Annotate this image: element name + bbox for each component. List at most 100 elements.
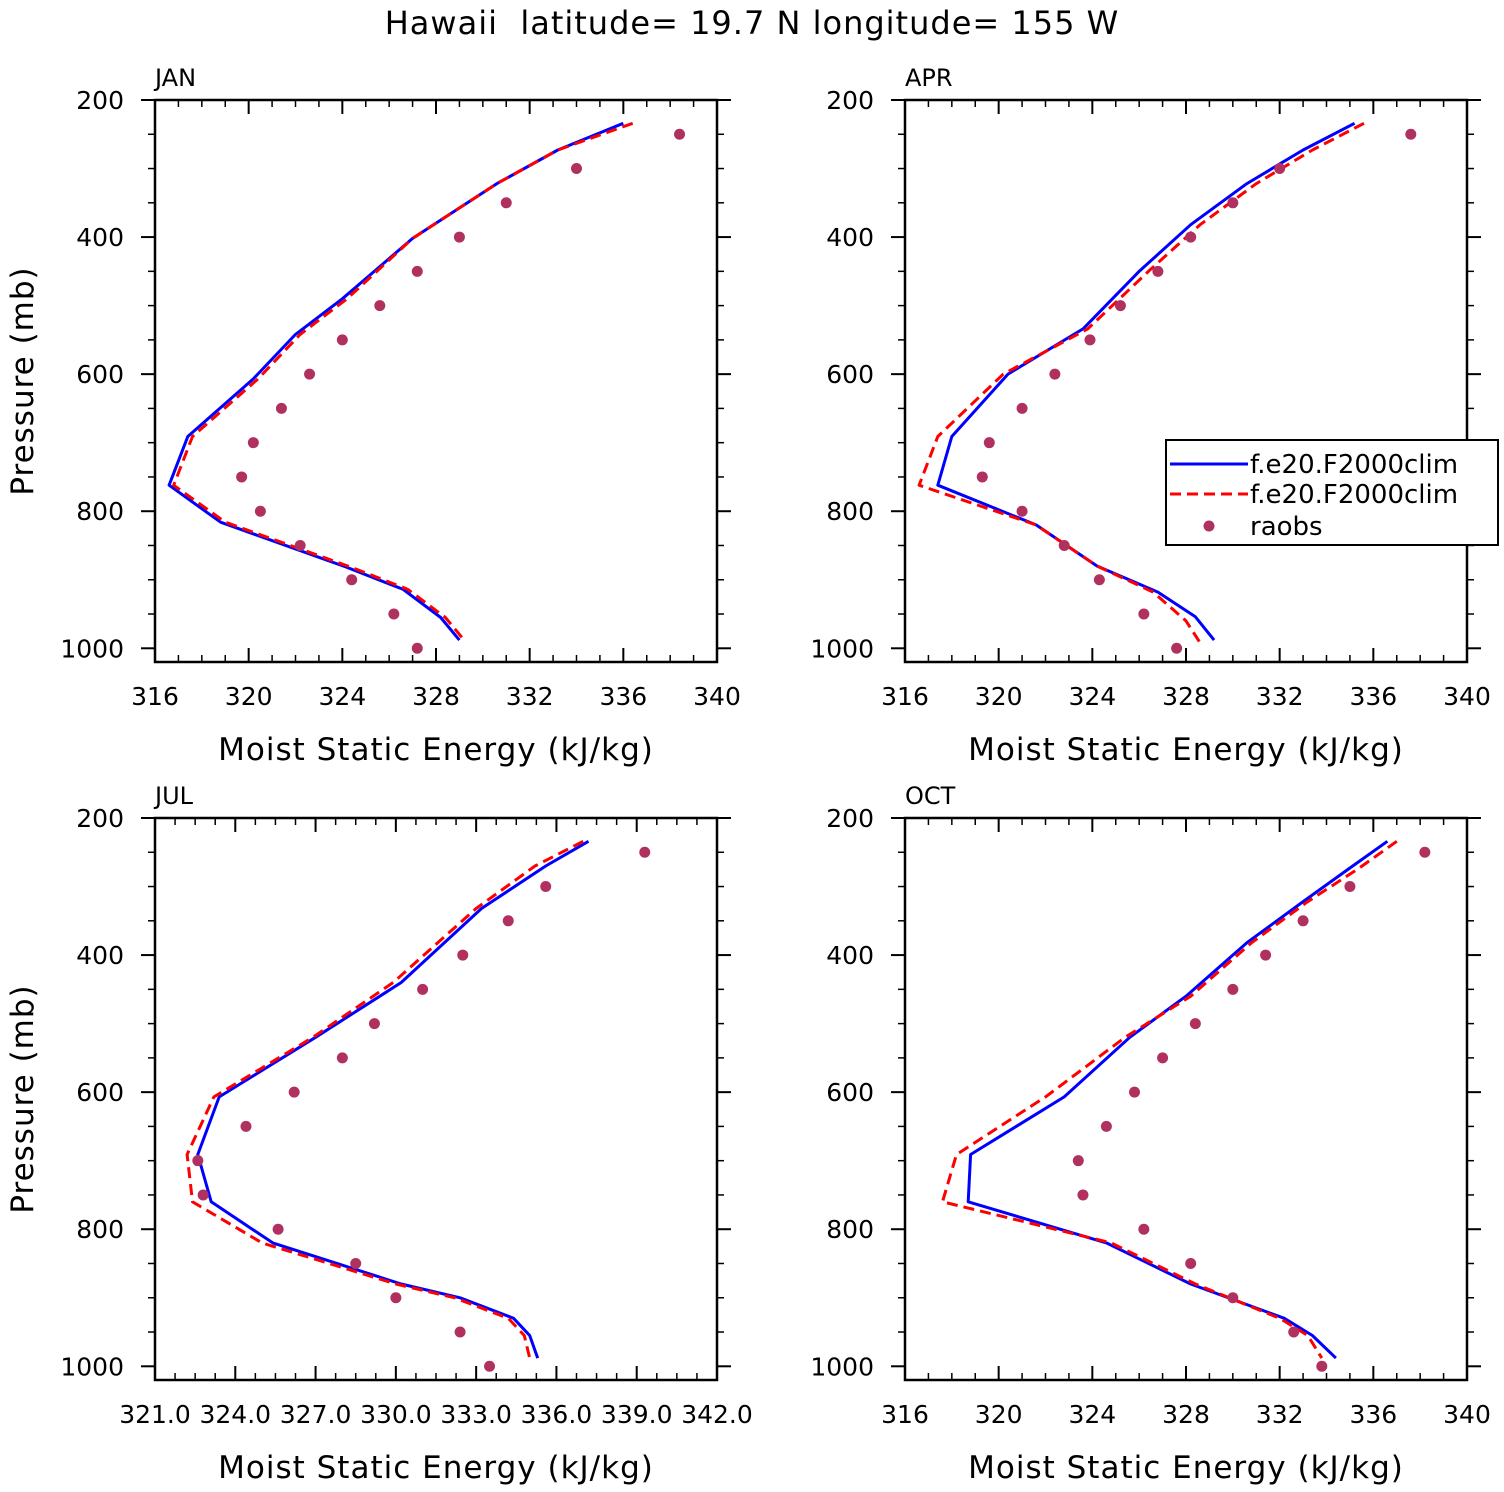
raobs-point: [411, 265, 423, 277]
raobs-point: [336, 1052, 348, 1064]
panel-title: JAN: [153, 64, 196, 92]
plot-frame: [903, 98, 1469, 664]
raobs-point: [1016, 402, 1028, 414]
raobs-point: [272, 1223, 284, 1235]
raobs-point: [983, 437, 995, 449]
raobs-point: [639, 846, 651, 858]
raobs-point: [294, 539, 306, 551]
raobs-point: [1128, 1086, 1140, 1098]
x-tick-label: 336: [1349, 1400, 1397, 1429]
panel-oct: OCT 316 320 324 328 332 336 340 200 400 600 800 1000…: [810, 782, 1490, 1486]
raobs-point: [1058, 539, 1070, 551]
x-tick-label: 324: [1068, 682, 1116, 711]
x-tick-label: 332: [1256, 1400, 1304, 1429]
raobs-point: [1114, 300, 1126, 312]
x-tick-label: 328: [412, 682, 460, 711]
y-tick-label: 1000: [810, 634, 874, 663]
y-axis-label: Pressure (mb): [5, 266, 41, 495]
x-tick-label: 321.0: [119, 1400, 191, 1429]
y-tick-label: 400: [76, 223, 124, 252]
series-group: [941, 840, 1431, 1372]
x-axis-label: Moist Static Energy (kJ/kg): [968, 732, 1404, 768]
y-tick-label: 200: [76, 86, 124, 115]
raobs-point: [976, 471, 988, 483]
series-line-solid: [936, 121, 1356, 642]
y-tick-label: 600: [826, 360, 874, 389]
series-line-solid: [196, 840, 590, 1359]
panel-title: OCT: [905, 782, 956, 810]
y-tick-label: 600: [76, 360, 124, 389]
panel-title: JUL: [153, 782, 194, 810]
x-tick-label: 330.0: [360, 1400, 432, 1429]
x-tick-label: 316: [131, 682, 179, 711]
series-line-solid: [966, 840, 1389, 1360]
y-tick-label: 800: [826, 497, 874, 526]
y-axis-label: Pressure (mb): [5, 984, 41, 1213]
y-tick-label: 200: [826, 86, 874, 115]
x-tick-label: 340: [1443, 682, 1491, 711]
y-tick-label: 400: [76, 941, 124, 970]
raobs-point: [1274, 163, 1286, 175]
x-tick-label: 336: [599, 682, 647, 711]
y-tick-label: 1000: [810, 1352, 874, 1381]
raobs-point: [1093, 574, 1105, 586]
y-tick-label: 400: [826, 941, 874, 970]
x-tick-label: 327.0: [280, 1400, 352, 1429]
x-tick-label: 336: [1349, 682, 1397, 711]
series-line-dashed: [172, 121, 634, 642]
x-tick-label: 332: [506, 682, 554, 711]
legend-label: raobs: [1250, 512, 1323, 542]
raobs-point: [1100, 1120, 1112, 1132]
x-tick-label: 324.0: [199, 1400, 271, 1429]
x-tick-label: 339.0: [601, 1400, 673, 1429]
raobs-point: [1157, 1052, 1169, 1064]
raobs-point: [1185, 1257, 1197, 1269]
y-tick-label: 400: [826, 223, 874, 252]
series-group: [917, 121, 1417, 654]
panel-jul: JUL 321.0 324.0 327.0 330.0 333.0 336.0 339.0 34…: [5, 782, 753, 1486]
raobs-point: [502, 915, 514, 927]
raobs-point: [1405, 128, 1417, 140]
series-line-dashed: [941, 840, 1398, 1359]
x-tick-label: 324: [318, 682, 366, 711]
panels: JAN 316 320 324 328 332 336 340 200 400 600 800 1000…: [5, 64, 1491, 1486]
raobs-point: [453, 231, 465, 243]
series-group: [185, 839, 651, 1372]
x-tick-label: 340: [693, 682, 741, 711]
raobs-point: [484, 1360, 496, 1372]
x-tick-label: 336.0: [521, 1400, 593, 1429]
raobs-point: [1138, 608, 1150, 620]
x-tick-label: 320: [225, 682, 273, 711]
raobs-point: [411, 642, 423, 654]
y-tick-label: 1000: [60, 1352, 124, 1381]
x-tick-label: 320: [975, 682, 1023, 711]
series-line-dashed: [917, 121, 1365, 644]
panel-title: APR: [905, 64, 953, 92]
raobs-point: [1049, 368, 1061, 380]
series-line-dashed: [185, 839, 584, 1359]
raobs-point: [1152, 265, 1164, 277]
raobs-point: [1227, 1292, 1239, 1304]
figure-title: Hawaii latitude= 19.7 N longitude= 155 W: [385, 4, 1120, 42]
x-axis-label: Moist Static Energy (kJ/kg): [218, 1450, 654, 1486]
raobs-point: [1297, 915, 1309, 927]
raobs-point: [236, 471, 248, 483]
series-group: [167, 121, 686, 654]
y-tick-label: 800: [76, 497, 124, 526]
x-tick-label: 328: [1162, 1400, 1210, 1429]
plot-frame: [153, 816, 719, 1382]
plot-frame: [903, 816, 1469, 1382]
raobs-point: [197, 1189, 209, 1201]
raobs-point: [674, 128, 686, 140]
x-tick-label: 333.0: [440, 1400, 512, 1429]
x-tick-label: 342.0: [681, 1400, 753, 1429]
x-tick-label: 340: [1443, 1400, 1491, 1429]
raobs-point: [1077, 1189, 1089, 1201]
raobs-point: [374, 300, 386, 312]
legend-marker-dot: [1203, 520, 1215, 532]
raobs-point: [275, 402, 287, 414]
raobs-point: [571, 163, 582, 175]
raobs-point: [254, 505, 266, 517]
